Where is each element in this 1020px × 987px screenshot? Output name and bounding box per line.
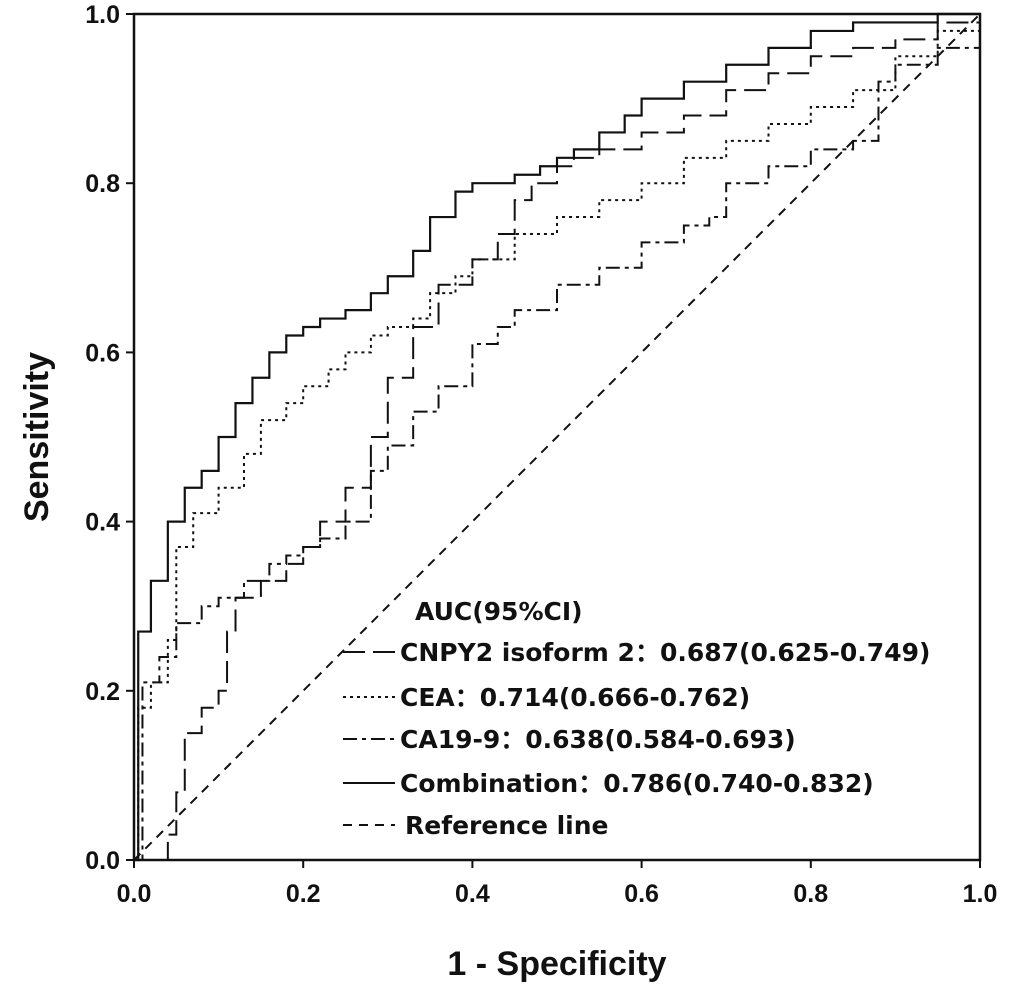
x-tick-label: 1.0 [963,880,998,908]
legend-title: AUC(95%CI) [415,597,583,626]
roc-curve-ca19-9 [134,14,981,861]
legend-entry-label: CNPY2 isoform 2：0.687(0.625-0.749) [400,638,930,667]
y-tick-label: 0.6 [85,339,120,367]
legend-entry-label: Reference line [405,811,609,840]
y-tick-label: 0.0 [85,847,120,875]
legend-entry-label: CA19-9：0.638(0.584-0.693) [400,725,796,754]
x-axis-title: 1 - Specificity [447,945,666,983]
x-axis-ticks: 0.0 0.2 0.4 0.6 0.8 1.0 [117,860,998,908]
y-axis-ticks: 0.0 0.2 0.4 0.6 0.8 1.0 [85,1,134,875]
y-axis-title: Sensitivity [18,352,56,522]
roc-curve-combination [134,12,980,862]
roc-curve-reference-line [133,13,981,861]
x-tick-label: 0.8 [793,880,828,908]
roc-curves [133,12,981,862]
x-tick-label: 0.0 [117,880,152,908]
x-tick-label: 0.4 [455,880,490,908]
roc-curve-cea [134,14,981,861]
x-tick-label: 0.2 [286,880,321,908]
legend-entry-label: CEA：0.714(0.666-0.762) [400,683,750,712]
y-tick-label: 0.8 [85,170,120,198]
legend-entry-label: Combination：0.786(0.740-0.832) [400,769,874,798]
y-tick-label: 1.0 [85,1,120,29]
plot-area [132,12,982,862]
y-tick-label: 0.4 [85,509,120,537]
x-tick-label: 0.6 [624,880,659,908]
roc-curve-cnpy2-isoform-2 [134,14,981,861]
y-tick-label: 0.2 [85,678,120,706]
legend: AUC(95%CI) CNPY2 isoform 2：0.687(0.625-0… [343,597,930,840]
